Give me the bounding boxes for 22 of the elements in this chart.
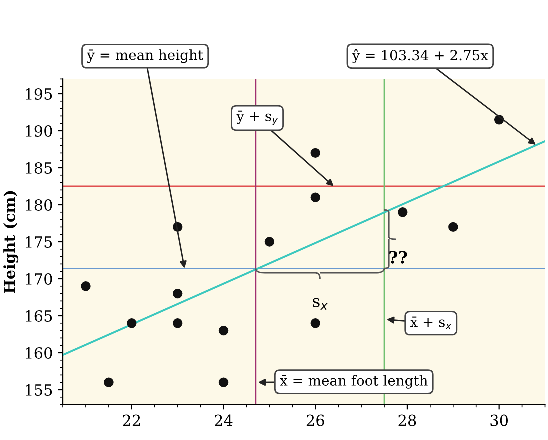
y-tick-label: 175 [26, 236, 52, 248]
annotation: ȳ + s$_{y}$ [236, 110, 278, 126]
annotation: ȳ = mean height [87, 50, 204, 64]
y-tick-label: 170 [26, 273, 52, 286]
y-axis-title: Height (cm) [4, 191, 19, 294]
annotation: ŷ = 103.34 + 2.75x [352, 49, 488, 64]
y-tick-label: 160 [26, 347, 52, 360]
x-tick-label: 22 [123, 414, 140, 426]
annotation: s$_{x}$ [313, 298, 328, 310]
y-tick-label: 185 [26, 162, 52, 174]
x-tick-label: 26 [306, 414, 324, 426]
y-tick-label: 165 [26, 310, 52, 322]
y-tick-label: 155 [26, 384, 52, 396]
annotation: x̄ + s$_{x}$ [410, 316, 452, 330]
y-tick-label: 180 [26, 199, 52, 212]
annotation: ?? [390, 251, 408, 264]
x-tick-label: 24 [215, 414, 233, 426]
annotation: x̄ = mean foot length [280, 375, 428, 389]
x-tick-label: 30 [490, 414, 508, 426]
y-tick-label: 190 [26, 125, 52, 138]
x-tick-label: 28 [398, 414, 416, 426]
y-tick-label: 195 [26, 88, 52, 100]
